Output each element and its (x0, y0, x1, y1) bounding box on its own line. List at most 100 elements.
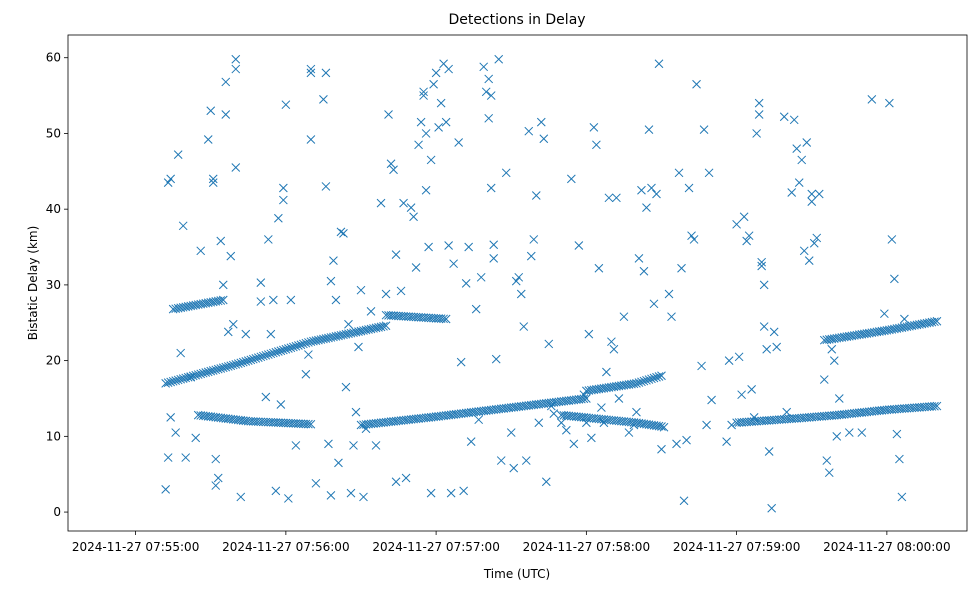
track-point (629, 379, 639, 389)
scatter-point (516, 289, 526, 299)
track-point (324, 333, 333, 343)
track-point (213, 364, 223, 374)
scatter-point (216, 236, 226, 246)
scatter-point (566, 174, 576, 184)
scatter-point (436, 98, 446, 108)
track-point (273, 347, 283, 356)
scatter-point (597, 403, 606, 412)
scatter-point (829, 356, 839, 365)
track-point (268, 348, 278, 358)
scatter-point (466, 437, 476, 446)
track-point (329, 332, 338, 342)
scatter-point (351, 407, 361, 417)
scatter-point (529, 235, 539, 244)
y-axis-ticks: 0 10 20 30 40 50 60 (46, 51, 68, 519)
scatter-point (867, 95, 877, 104)
scatter-point (494, 54, 504, 64)
scatter-point (807, 197, 817, 206)
track-point (228, 360, 238, 370)
scatter-point (261, 392, 271, 402)
scatter-point (614, 394, 624, 403)
track-point (198, 368, 208, 378)
scatter-point (702, 420, 711, 430)
scatter-point (211, 481, 221, 490)
track-point (291, 341, 301, 351)
scatter-point (256, 278, 266, 287)
scatter-point (699, 125, 709, 135)
scatter-point (226, 251, 236, 261)
scatter-point (429, 79, 438, 89)
scatter-point (434, 123, 443, 132)
scatter-point (496, 456, 506, 465)
scatter-point (531, 191, 541, 200)
track-point (654, 372, 664, 381)
track-point (223, 362, 233, 371)
track-point (201, 368, 211, 377)
scatter-point (844, 428, 854, 437)
scatter-point (827, 344, 837, 354)
track-point (248, 354, 258, 364)
scatter-point (607, 337, 616, 347)
scatter-point (361, 424, 371, 434)
scatter-point (677, 263, 686, 273)
track-point (188, 371, 198, 381)
track-point (173, 375, 183, 385)
track-point (376, 322, 386, 332)
scatter-point (191, 433, 201, 443)
track-point (176, 374, 186, 384)
scatter-point (256, 297, 266, 306)
track-point (253, 353, 263, 362)
scatter-point (213, 473, 223, 483)
track-point (344, 329, 353, 339)
scatter-point (779, 112, 789, 122)
scatter-point (684, 183, 694, 193)
track-point (183, 372, 193, 382)
scatter-point (539, 134, 549, 144)
scatter-point (652, 189, 661, 199)
scatter-point (409, 212, 418, 222)
chart-title: Detections in Delay (448, 12, 585, 28)
scatter-point (659, 422, 669, 432)
scatter-point (276, 400, 286, 409)
track-point (321, 334, 331, 343)
scatter-point (336, 227, 346, 237)
y-axis-label: Bistatic Delay (km) (26, 226, 40, 341)
scatter-point (754, 98, 764, 108)
track-point (647, 374, 656, 384)
track-point (286, 343, 296, 353)
scatter-point (441, 117, 451, 127)
scatter-point (692, 79, 701, 89)
track-point (163, 378, 173, 388)
track-point (216, 364, 226, 373)
scatter-point (301, 369, 311, 379)
scatter-point (171, 428, 181, 437)
y-tick-label: 60 (46, 51, 61, 65)
scatter-point (534, 418, 544, 428)
scatter-point (479, 62, 489, 72)
scatter-point (321, 182, 331, 191)
track-point (374, 323, 383, 332)
scatter-point (354, 342, 363, 352)
scatter-point (449, 259, 458, 269)
track-point (233, 359, 243, 369)
scatter-point (649, 299, 659, 309)
scatter-point (228, 319, 238, 329)
track-point (359, 326, 368, 335)
track-point (266, 349, 276, 359)
track-point (354, 327, 363, 336)
track-point (379, 321, 388, 331)
track-point (346, 328, 356, 338)
scatter-point (672, 439, 681, 449)
scatter-point (231, 54, 241, 64)
scatter-point (609, 344, 619, 354)
scatter-point (639, 266, 649, 276)
scatter-point (657, 444, 666, 454)
scatter-point (619, 312, 629, 322)
scatter-point (819, 375, 829, 384)
scatter-point (759, 322, 769, 331)
scatter-point (334, 458, 343, 468)
scatter-point (744, 231, 754, 241)
scatter-point (464, 242, 474, 252)
scatter-point (752, 129, 762, 138)
scatter-point (887, 235, 897, 244)
